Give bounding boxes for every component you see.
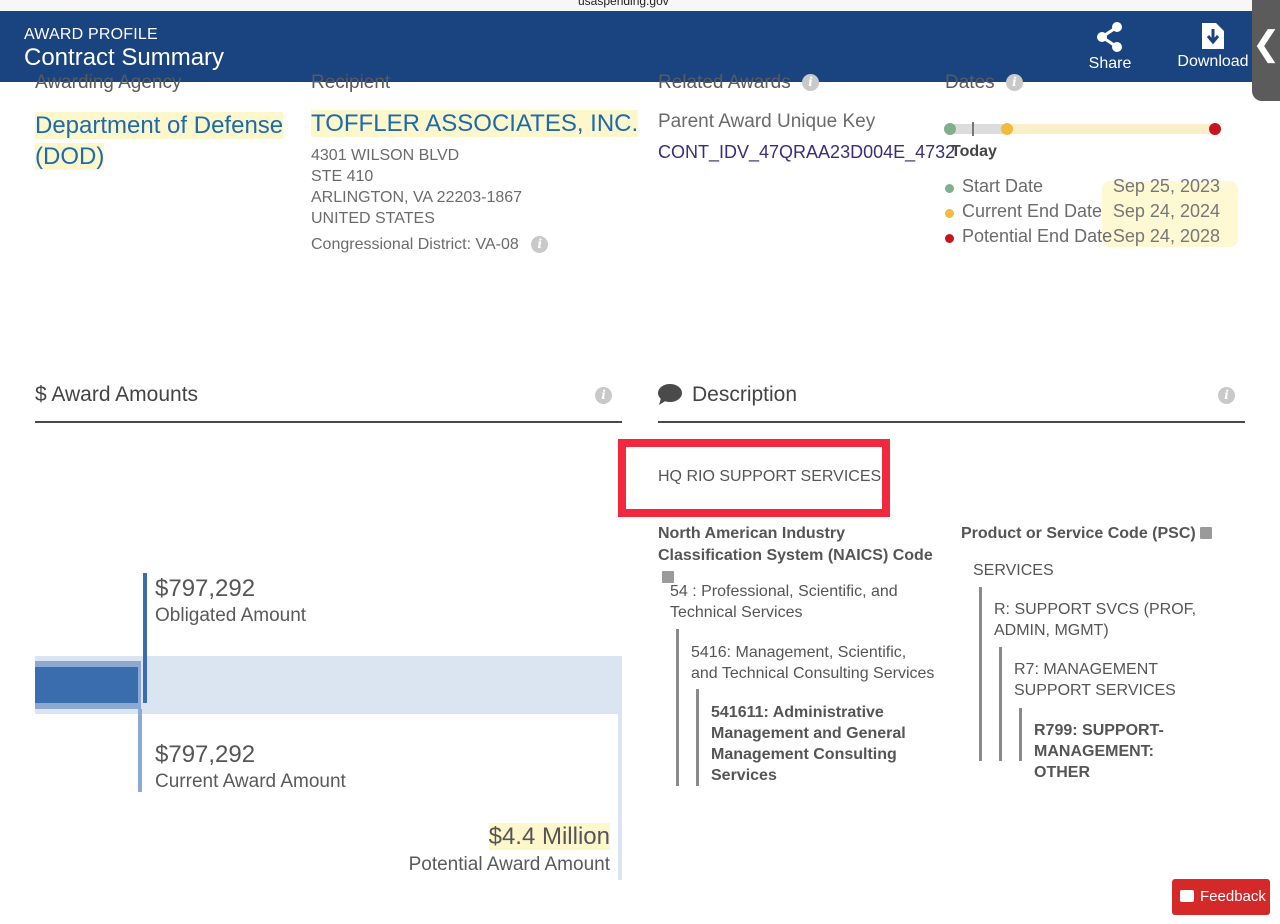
naics-heading-text: North American Industry Classification S… bbox=[658, 525, 933, 564]
recipient-name: TOFFLER ASSOCIATES, INC. bbox=[311, 110, 639, 137]
psc-level-2: R: SUPPORT SVCS (PROF, ADMIN, MGMT) bbox=[994, 601, 1197, 639]
naics-level-1: 54 : Professional, Scientific, and Techn… bbox=[670, 583, 898, 621]
awarding-agency-label: Awarding Agency bbox=[35, 72, 182, 93]
psc-tree-line bbox=[999, 647, 1002, 761]
psc-tree-line bbox=[1019, 708, 1022, 761]
psc-tree-line bbox=[979, 587, 982, 761]
info-icon[interactable]: i bbox=[1218, 387, 1235, 404]
date-value: Sep 24, 2028 bbox=[1112, 226, 1220, 246]
naics-heading: North American Industry Classification S… bbox=[658, 523, 943, 589]
award-amounts-chart bbox=[35, 573, 622, 880]
timeline-potential-end-dot bbox=[1209, 123, 1221, 135]
potential-end-dot-icon bbox=[945, 234, 954, 243]
dates-highlight bbox=[1102, 181, 1238, 247]
today-label: Today bbox=[951, 143, 997, 160]
psc-heading-text: Product or Service Code (PSC) bbox=[961, 525, 1196, 542]
address-line: ARLINGTON, VA 22203-1867 bbox=[311, 189, 523, 206]
dates-timeline bbox=[944, 122, 1221, 136]
recipient-link[interactable]: TOFFLER ASSOCIATES, INC. bbox=[311, 110, 639, 138]
date-value: Sep 25, 2023 bbox=[1112, 176, 1220, 196]
date-label: Start Date bbox=[962, 176, 1044, 196]
start-dot-icon bbox=[945, 184, 954, 193]
potential-amount-text: $4.4 Million bbox=[488, 823, 610, 850]
psc-level-3: R7: MANAGEMENT SUPPORT SERVICES bbox=[1014, 661, 1176, 699]
share-label: Share bbox=[1088, 55, 1132, 72]
download-icon bbox=[1202, 23, 1224, 49]
share-icon bbox=[1097, 22, 1122, 52]
naics-level-3: 541611: Administrative Management and Ge… bbox=[711, 704, 906, 784]
date-row-start: Start Date Sep 25, 2023 bbox=[944, 176, 1234, 201]
dates-heading: Dates i bbox=[945, 72, 1023, 94]
naics-tree-line bbox=[676, 629, 679, 786]
award-amounts-rule bbox=[35, 421, 622, 423]
download-button[interactable]: Download bbox=[1176, 21, 1250, 71]
award-header: AWARD PROFILE Contract Summary Share Dow… bbox=[0, 0, 1280, 101]
potential-amount-value: $4.4 Million bbox=[480, 823, 610, 851]
congressional-district: Congressional District: VA-08 i bbox=[311, 236, 549, 254]
psc-level-1: SERVICES bbox=[973, 562, 1054, 579]
dates-label: Dates bbox=[945, 72, 995, 93]
related-awards-heading: Related Awards i bbox=[658, 72, 820, 94]
description-rule bbox=[658, 421, 1245, 423]
date-label: Potential End Date bbox=[962, 226, 1113, 246]
address-line: 4301 WILSON BLVD bbox=[311, 147, 460, 164]
psc-heading: Product or Service Code (PSC) bbox=[961, 523, 1231, 545]
info-icon[interactable]: i bbox=[595, 387, 612, 404]
address-line: STE 410 bbox=[311, 168, 374, 185]
date-row-current-end: Current End Date Sep 24, 2024 bbox=[944, 201, 1234, 226]
current-end-dot-icon bbox=[945, 209, 954, 218]
glossary-book-icon[interactable] bbox=[1199, 527, 1212, 539]
timeline-track-future bbox=[1007, 124, 1215, 134]
agency-name: Department of Defense (DOD) bbox=[35, 112, 284, 170]
current-amount-value: $797,292 bbox=[155, 741, 256, 768]
related-awards-label: Related Awards bbox=[658, 72, 791, 93]
description-highlight-box bbox=[618, 439, 890, 517]
timeline-track-past bbox=[950, 124, 1007, 134]
awarding-agency-link[interactable]: Department of Defense (DOD) bbox=[35, 110, 285, 172]
description-title: Description bbox=[692, 383, 798, 406]
share-button[interactable]: Share bbox=[1073, 21, 1147, 73]
psc-level-4: R799: SUPPORT- MANAGEMENT: OTHER bbox=[1034, 722, 1164, 781]
naics-tree-line bbox=[696, 689, 699, 786]
date-row-potential-end: Potential End Date Sep 24, 2028 bbox=[944, 226, 1234, 251]
obligated-amount-label: Obligated Amount bbox=[155, 605, 307, 626]
naics-level-2: 5416: Management, Scientific, and Techni… bbox=[691, 644, 935, 682]
timeline-start-dot bbox=[944, 123, 956, 135]
current-amount-label: Current Award Amount bbox=[155, 771, 346, 792]
date-list: Start Date Sep 25, 2023 Current End Date… bbox=[944, 176, 1234, 251]
potential-amount-label: Potential Award Amount bbox=[408, 854, 610, 875]
date-value: Sep 24, 2024 bbox=[1112, 201, 1220, 221]
congressional-district-text: Congressional District: VA-08 bbox=[311, 236, 519, 253]
parent-award-label: Parent Award Unique Key bbox=[658, 111, 876, 132]
side-panel-toggle[interactable]: ❮ bbox=[1252, 0, 1280, 101]
download-label: Download bbox=[1177, 53, 1249, 70]
date-label: Current End Date bbox=[962, 201, 1103, 221]
page-title: Contract Summary bbox=[24, 44, 225, 71]
info-icon[interactable]: i bbox=[531, 236, 549, 254]
comment-icon bbox=[1180, 890, 1194, 902]
award-amounts-title: $ Award Amounts bbox=[35, 383, 199, 406]
speech-bubble-icon bbox=[658, 384, 682, 405]
obligated-amount-value: $797,292 bbox=[155, 575, 256, 602]
description-text: HQ RIO SUPPORT SERVICES bbox=[658, 468, 882, 485]
parent-award-link[interactable]: CONT_IDV_47QRAA23D004E_4732 bbox=[658, 142, 956, 162]
chevron-left-icon: ❮ bbox=[1252, 25, 1280, 63]
timeline-current-end-dot bbox=[1001, 123, 1013, 135]
page-eyebrow: AWARD PROFILE bbox=[24, 26, 158, 43]
address-line: UNITED STATES bbox=[311, 210, 435, 227]
recipient-label: Recipient bbox=[311, 72, 391, 93]
glossary-book-icon[interactable] bbox=[662, 571, 674, 583]
url-text: usaspending.gov bbox=[578, 0, 669, 8]
recipient-address: 4301 WILSON BLVD STE 410 ARLINGTON, VA 2… bbox=[311, 145, 522, 229]
obligated-amount-bar bbox=[35, 667, 138, 703]
browser-url-strip: usaspending.gov bbox=[0, 0, 1280, 11]
feedback-button[interactable]: Feedback bbox=[1172, 879, 1270, 915]
info-icon[interactable]: i bbox=[802, 74, 820, 92]
feedback-label: Feedback bbox=[1200, 888, 1266, 905]
info-icon[interactable]: i bbox=[1005, 74, 1023, 92]
